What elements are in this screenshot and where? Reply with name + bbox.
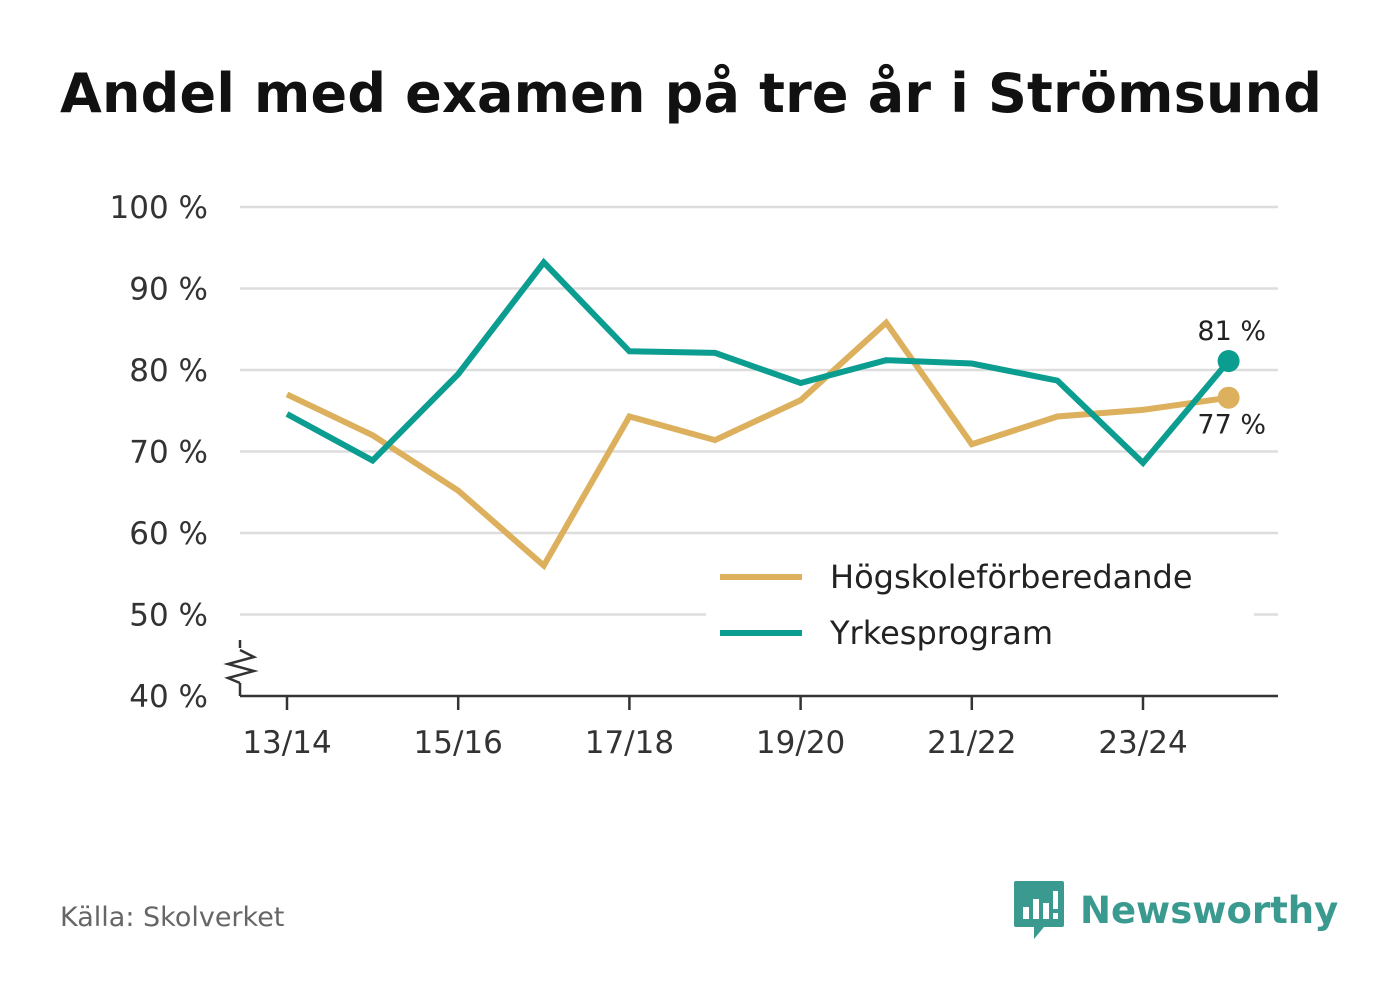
y-tick-label: 70 % <box>129 435 208 471</box>
y-tick-label: 90 % <box>129 272 208 308</box>
y-tick-label: 50 % <box>129 598 208 634</box>
axis-break-zigzag <box>223 648 259 685</box>
series-line-hogskoleforberedande <box>285 318 1230 571</box>
legend: Högskoleförberedande Yrkesprogram <box>706 545 1254 670</box>
chart-title: Andel med examen på tre år i Strömsund <box>60 62 1323 125</box>
brand-logo: Newsworthy <box>1012 878 1338 942</box>
legend-label: Yrkesprogram <box>829 614 1053 652</box>
end-point-marker <box>1217 386 1240 409</box>
x-tick-label: 21/22 <box>927 725 1016 761</box>
y-tick-label: 100 % <box>110 190 208 226</box>
x-tick-label: 13/14 <box>242 725 331 761</box>
newsworthy-logo-icon <box>1014 881 1064 939</box>
x-tick-label: 19/20 <box>756 725 845 761</box>
end-labels: 81 % 77 % <box>1197 316 1266 441</box>
series-line-yrkesprogram <box>285 257 1231 468</box>
end-value-label: 81 % <box>1197 316 1266 347</box>
y-tick-label: 40 % <box>129 679 208 715</box>
end-point-marker <box>1217 350 1240 373</box>
y-tick-label: 80 % <box>129 353 208 389</box>
end-value-label: 77 % <box>1197 410 1266 441</box>
legend-background <box>706 545 1254 670</box>
series-lines <box>285 257 1240 571</box>
x-tick-label: 15/16 <box>414 725 503 761</box>
y-tick-label: 60 % <box>129 516 208 552</box>
axes: 40 % 50 % 60 % 70 % 80 % 90 % 100 % 13/14 15/16 1… <box>110 190 1278 761</box>
x-tick-label: 23/24 <box>1098 725 1187 761</box>
brand-name: Newsworthy <box>1080 888 1339 932</box>
legend-label: Högskoleförberedande <box>830 558 1193 596</box>
x-tick-label: 17/18 <box>585 725 674 761</box>
source-note: Källa: Skolverket <box>60 902 285 933</box>
